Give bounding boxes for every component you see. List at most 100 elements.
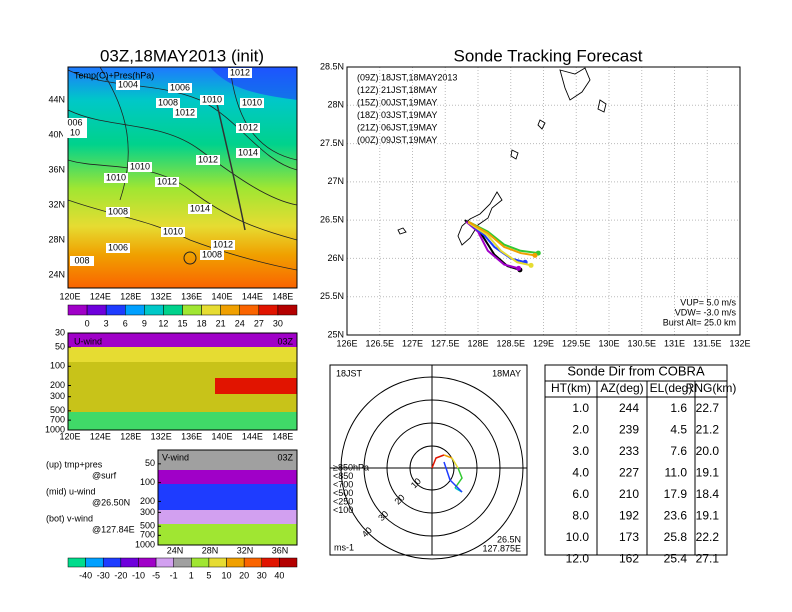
y-tick-label: 100 — [50, 361, 65, 371]
table-cell: 11.0 — [665, 466, 688, 480]
lon-label: 140E — [211, 431, 232, 441]
hodograph-legend: <500 — [333, 488, 353, 498]
track-end — [516, 265, 522, 271]
y-tick-label: 50 — [145, 458, 155, 468]
y-tick-label: 28.5N — [320, 61, 344, 71]
track — [467, 221, 532, 267]
contour-label-bg — [106, 207, 130, 217]
colorbar-label: 24 — [235, 318, 245, 328]
colorbar-box — [120, 557, 139, 568]
table-cell: 1.0 — [572, 401, 589, 415]
ring-label: 40 — [360, 525, 374, 539]
x-tick-label: 131E — [664, 338, 685, 348]
table-cell: 162 — [619, 552, 639, 566]
lat-label: 32N — [48, 199, 65, 209]
colorbar-label: -10 — [132, 570, 145, 580]
contour-label-bg — [196, 155, 220, 165]
contour-label: 1012 — [238, 122, 258, 132]
contour-label: 1008 — [202, 249, 222, 259]
table-cell: 2.0 — [572, 423, 589, 437]
contour-label: 006 — [67, 117, 82, 127]
contour-label: 1012 — [175, 107, 195, 117]
table-cell: 19.1 — [696, 466, 720, 480]
contour-label-bg — [106, 243, 130, 253]
x-tick-label: 127E — [402, 338, 423, 348]
x-tick-label: 130E — [598, 338, 619, 348]
hodograph-legend: ≥850hPa — [333, 462, 369, 472]
hodograph-frame — [329, 364, 528, 556]
u-wind-field — [68, 333, 297, 430]
table-cell: 23.6 — [664, 509, 688, 523]
table-cell: 4.0 — [572, 466, 589, 480]
ring-label: 20 — [393, 492, 407, 506]
colorbar-box — [138, 557, 157, 568]
y-tick-label: 100 — [140, 477, 155, 487]
table-cell: 19.1 — [696, 509, 720, 523]
v-wind-label: V-wind — [162, 452, 189, 462]
chart-title: Sonde Tracking Forecast — [454, 46, 643, 65]
colorbar-box — [85, 557, 104, 568]
x-tick-label: 131.5E — [693, 338, 722, 348]
colorbar-label: 40 — [274, 570, 284, 580]
contour-label: 1014 — [238, 147, 258, 157]
colorbar-box — [163, 304, 183, 316]
legend-entry: (09Z) 18JST,18MAY2013 — [357, 72, 457, 82]
contour-label-bg — [240, 98, 264, 108]
v-wind-frame — [157, 449, 298, 546]
y-tick-label: 25N — [327, 329, 344, 339]
contour-label-bg — [116, 80, 140, 90]
lon-label: 128E — [120, 431, 141, 441]
colorbar-box — [182, 304, 202, 316]
colorbar-label: 30 — [273, 318, 283, 328]
y-tick-label: 25.5N — [320, 291, 344, 301]
contour-label: 10 — [70, 127, 80, 137]
colorbar-label: 1 — [189, 570, 194, 580]
note: @surf — [92, 470, 117, 480]
contour-label: 1008 — [158, 97, 178, 107]
hodograph-legend: <250 — [333, 496, 353, 506]
annotation: Burst Alt= 25.0 km — [663, 317, 736, 327]
lat-label: 28N — [48, 234, 65, 244]
contour-label-bg — [236, 123, 260, 133]
contour-label-bg — [156, 98, 180, 108]
contour-label: 1012 — [213, 239, 233, 249]
hodograph-time: 18JST — [336, 368, 363, 378]
lat-label: 32N — [237, 545, 254, 555]
contour-label-bg — [104, 173, 128, 183]
legend-entry: (15Z) 00JST,19MAY — [357, 97, 437, 107]
table-cell: 233 — [619, 444, 639, 458]
colorbar-label: 12 — [158, 318, 168, 328]
contour-label-bg — [200, 250, 224, 260]
hodograph-legend: <100 — [333, 505, 353, 515]
legend-entry: (00Z) 09JST,19MAY — [357, 135, 437, 145]
table-cell: 173 — [619, 530, 639, 544]
contour-label: 1010 — [242, 97, 262, 107]
colorbar-label: -20 — [114, 570, 127, 580]
legend-entry: (12Z) 21JST,18MAY — [357, 85, 437, 95]
y-tick-label: 26N — [327, 253, 344, 263]
colorbar-box — [239, 304, 260, 316]
contour-label-bg — [236, 148, 260, 158]
table-cell: 20.0 — [696, 444, 720, 458]
x-tick-label: 127.5E — [431, 338, 460, 348]
lon-label: 144E — [242, 291, 263, 301]
contour-label: 1010 — [202, 94, 222, 104]
coastline — [397, 67, 607, 246]
colorbar-label: 15 — [177, 318, 187, 328]
hodograph-lon: 127.875E — [482, 543, 521, 553]
contour-label-bg — [63, 128, 87, 138]
colorbar-box — [243, 557, 263, 568]
lon-label: 148E — [272, 431, 293, 441]
colorbar-label: 6 — [123, 318, 128, 328]
y-tick-label: 500 — [50, 405, 65, 415]
legend-entry: (18Z) 03JST,19MAY — [357, 110, 437, 120]
v-wind-time: 03Z — [277, 452, 293, 462]
table-cell: 7.6 — [670, 444, 687, 458]
y-tick-label: 700 — [50, 415, 65, 425]
colorbar-label: 27 — [254, 318, 264, 328]
y-tick-label: 500 — [140, 521, 155, 531]
note: (mid) u-wind — [46, 486, 96, 496]
colorbar-label: 18 — [197, 318, 207, 328]
contour-label: 1010 — [163, 226, 183, 236]
contour-label-bg — [168, 83, 192, 93]
